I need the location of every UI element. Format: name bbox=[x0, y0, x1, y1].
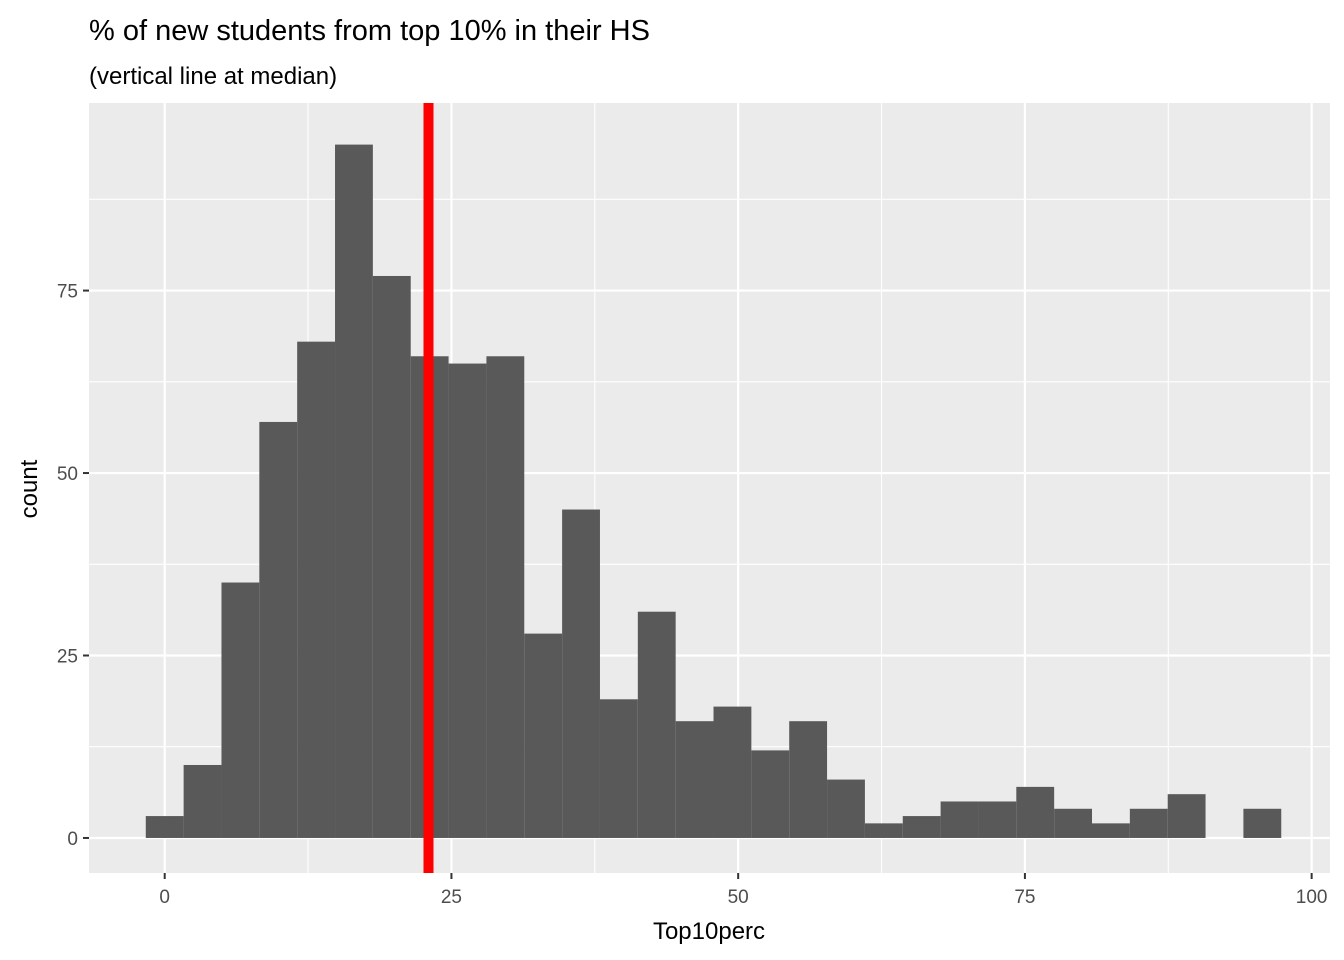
y-tick-label: 0 bbox=[67, 829, 78, 850]
histogram-bar bbox=[297, 341, 336, 838]
histogram-bar bbox=[145, 816, 184, 838]
histogram-bar bbox=[675, 721, 714, 838]
y-axis-title: count bbox=[16, 459, 43, 518]
histogram-bar bbox=[448, 363, 487, 838]
histogram-bar bbox=[1016, 786, 1055, 838]
histogram-bar bbox=[524, 633, 563, 838]
histogram-bar bbox=[562, 509, 600, 838]
histogram-bar bbox=[902, 816, 941, 838]
x-axis-ticks: 0 25 50 75 100 bbox=[159, 873, 1328, 908]
histogram-bar bbox=[486, 356, 525, 838]
histogram-bar bbox=[221, 582, 260, 838]
histogram-bar bbox=[940, 801, 979, 838]
histogram-bar bbox=[372, 275, 411, 838]
x-tick-label: 75 bbox=[1014, 887, 1035, 908]
y-tick-label: 50 bbox=[57, 464, 78, 485]
y-tick-label: 25 bbox=[57, 647, 78, 668]
histogram-bar bbox=[864, 823, 903, 838]
histogram-bar bbox=[789, 721, 828, 838]
histogram-bar bbox=[978, 801, 1017, 838]
histogram-bar bbox=[183, 764, 222, 838]
x-tick-label: 50 bbox=[728, 887, 749, 908]
x-tick-label: 100 bbox=[1296, 887, 1328, 908]
y-tick-label: 75 bbox=[57, 282, 78, 303]
histogram-bar bbox=[335, 144, 373, 838]
histogram-bar bbox=[751, 750, 790, 838]
histogram-bar bbox=[599, 699, 638, 838]
x-tick-label: 25 bbox=[441, 887, 462, 908]
x-tick-label: 0 bbox=[159, 887, 170, 908]
minor-gridlines bbox=[89, 103, 1330, 873]
y-axis-ticks: 0 25 50 75 bbox=[57, 282, 89, 850]
histogram-bar bbox=[1129, 808, 1168, 838]
histogram-bar bbox=[1243, 808, 1282, 838]
chart-title: % of new students from top 10% in their … bbox=[89, 15, 650, 47]
x-axis-title: Top10perc bbox=[653, 918, 765, 945]
histogram-bar bbox=[1054, 808, 1093, 838]
chart-subtitle: (vertical line at median) bbox=[89, 63, 337, 90]
histogram-bar bbox=[827, 779, 865, 838]
histogram-bar bbox=[1167, 794, 1206, 838]
histogram-bar bbox=[1092, 823, 1130, 838]
histogram-bar bbox=[637, 611, 676, 838]
histogram-bar bbox=[259, 421, 298, 838]
histogram-bar bbox=[713, 706, 752, 838]
